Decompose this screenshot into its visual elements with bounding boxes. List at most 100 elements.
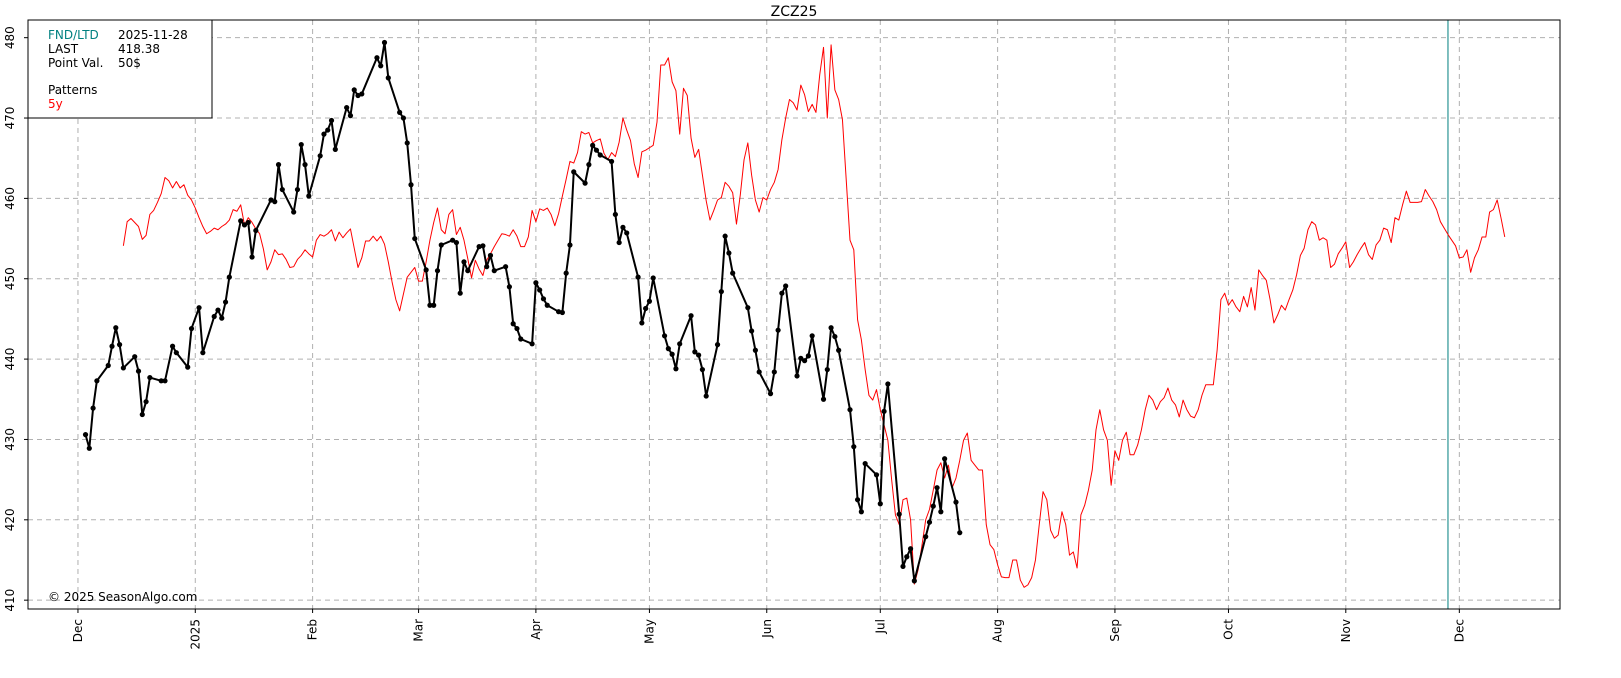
point xyxy=(378,63,384,69)
point xyxy=(953,499,959,505)
point xyxy=(730,270,736,276)
info-frame xyxy=(27,19,213,119)
point xyxy=(385,75,391,81)
point xyxy=(510,321,516,327)
point xyxy=(431,302,437,308)
point xyxy=(828,325,834,331)
point xyxy=(450,237,456,243)
point xyxy=(139,411,145,418)
point xyxy=(620,224,626,230)
point xyxy=(427,302,433,308)
point xyxy=(397,109,403,116)
point xyxy=(824,366,830,373)
point xyxy=(113,325,119,331)
point xyxy=(94,378,100,384)
point xyxy=(597,152,603,158)
point xyxy=(854,497,861,503)
point xyxy=(590,142,596,148)
point xyxy=(162,378,168,384)
point xyxy=(374,55,380,61)
point xyxy=(673,366,679,372)
point xyxy=(537,287,543,293)
point xyxy=(321,131,327,137)
info-label: Point Val. xyxy=(48,56,103,70)
point xyxy=(650,275,656,281)
copyright: © 2025 SeasonAlgo.com xyxy=(48,590,197,604)
point xyxy=(934,485,940,491)
point xyxy=(241,222,248,228)
point xyxy=(359,91,365,97)
point xyxy=(745,305,751,311)
point xyxy=(196,305,202,311)
point xyxy=(219,315,225,321)
point xyxy=(885,381,891,387)
point xyxy=(669,351,675,357)
point xyxy=(779,290,785,296)
point xyxy=(484,264,490,270)
point xyxy=(135,368,142,374)
point xyxy=(82,432,89,438)
info-value: 2025-11-28 xyxy=(118,28,188,42)
point xyxy=(120,365,126,371)
x-tick-label: Sep xyxy=(1108,619,1122,642)
point xyxy=(169,343,176,349)
point xyxy=(639,320,645,326)
point xyxy=(832,333,838,340)
point xyxy=(275,162,282,168)
point xyxy=(328,117,335,124)
point xyxy=(408,182,414,188)
data-layer xyxy=(82,20,1506,609)
point xyxy=(529,341,535,347)
point xyxy=(132,354,138,360)
point xyxy=(245,219,251,226)
point xyxy=(404,140,410,146)
point xyxy=(506,284,512,290)
point xyxy=(518,336,524,342)
point xyxy=(188,325,195,332)
point xyxy=(794,373,800,379)
point xyxy=(423,267,429,273)
info-value: 418.38 xyxy=(118,42,160,56)
point xyxy=(457,290,463,296)
point xyxy=(801,358,808,364)
point xyxy=(158,378,164,384)
point xyxy=(661,333,668,339)
point xyxy=(688,313,694,319)
chart-title: ZCZ25 xyxy=(771,4,818,20)
point xyxy=(571,169,577,175)
y-tick-label: 420 xyxy=(3,508,17,531)
point xyxy=(503,264,509,270)
point xyxy=(279,186,285,193)
point xyxy=(752,347,758,353)
x-tick-label: Feb xyxy=(306,619,320,640)
point xyxy=(767,391,774,397)
point xyxy=(249,254,255,260)
point xyxy=(718,288,724,295)
point xyxy=(907,546,914,552)
point xyxy=(643,305,649,312)
point xyxy=(412,235,418,242)
info-label: LAST xyxy=(48,42,79,56)
point xyxy=(514,325,520,332)
point xyxy=(593,147,600,153)
x-tick-label: Apr xyxy=(529,619,543,640)
y-tick-label: 440 xyxy=(3,348,17,371)
point xyxy=(109,343,115,349)
point xyxy=(783,283,789,289)
point xyxy=(400,115,407,121)
point xyxy=(200,350,206,356)
point xyxy=(836,347,842,353)
x-tick-label: Jun xyxy=(760,619,774,639)
point xyxy=(302,162,308,168)
point xyxy=(805,353,811,359)
point xyxy=(105,362,111,369)
point xyxy=(900,563,906,570)
point xyxy=(624,230,630,236)
x-tick-label: May xyxy=(642,619,656,644)
point xyxy=(351,87,357,93)
point xyxy=(563,270,569,276)
y-tick-label: 460 xyxy=(3,187,17,210)
point xyxy=(677,341,683,347)
